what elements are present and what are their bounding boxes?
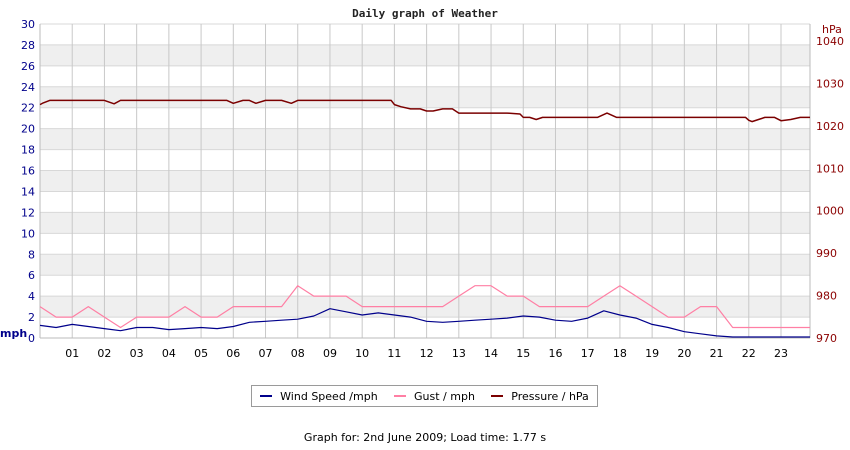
x-tick-label: 23 [774, 347, 788, 360]
right-tick-label: 1000 [816, 205, 844, 218]
left-tick-label: 12 [21, 206, 35, 219]
x-tick-label: 14 [484, 347, 498, 360]
left-tick-label: 0 [28, 332, 35, 345]
legend-label-pressure: Pressure / hPa [511, 389, 589, 403]
x-tick-label: 02 [97, 347, 111, 360]
left-tick-label: 4 [28, 290, 35, 303]
series-wind-speed [39, 308, 810, 338]
x-tick-label: 09 [323, 347, 337, 360]
right-tick-label: 1040 [816, 35, 844, 48]
x-tick-label: 06 [226, 347, 240, 360]
grid-band [40, 254, 810, 276]
left-tick-label: 10 [21, 227, 35, 240]
left-tick-label: 2 [28, 311, 35, 324]
graph-footer: Graph for: 2nd June 2009; Load time: 1.7… [303, 431, 547, 444]
x-tick-label: 04 [162, 347, 176, 360]
right-axis-ticks: 970 980 990 1000 1010 1020 1030 1040 [816, 35, 844, 345]
chart-title: Daily graph of Weather [352, 7, 498, 20]
legend-label-gust: Gust / mph [414, 389, 475, 403]
left-tick-label: 6 [28, 269, 35, 282]
legend-item-wind-speed: Wind Speed /mph [260, 390, 378, 403]
right-tick-label: 980 [816, 290, 837, 303]
x-tick-label: 05 [194, 347, 208, 360]
left-tick-label: 22 [21, 102, 35, 115]
grid-band [40, 44, 810, 66]
x-tick-label: 08 [291, 347, 305, 360]
x-tick-label: 17 [581, 347, 595, 360]
x-tick-label: 01 [65, 347, 79, 360]
series-line [39, 308, 810, 338]
x-tick-label: 11 [387, 347, 401, 360]
x-tick-label: 12 [420, 347, 434, 360]
grid-band [40, 128, 810, 150]
grid-band [40, 24, 810, 45]
series-pressure [39, 99, 810, 123]
series-line [39, 99, 810, 123]
grid-band [40, 65, 810, 87]
grid-band [40, 86, 810, 108]
x-axis-ticks: 01 02 03 04 05 06 07 08 09 10 11 12 13 14 15 16 17 18 19 20… [65, 347, 788, 360]
left-tick-label: 28 [21, 39, 35, 52]
left-tick-label: 16 [21, 165, 35, 178]
left-tick-label: 20 [21, 123, 35, 136]
right-tick-label: 1030 [816, 77, 844, 90]
series-line [39, 285, 810, 329]
grid-band [40, 275, 810, 297]
left-tick-label: 18 [21, 144, 35, 157]
left-axis-unit: mph [0, 327, 27, 340]
x-tick-label: 07 [259, 347, 273, 360]
legend-item-pressure: Pressure / hPa [491, 390, 589, 403]
grid-band [40, 233, 810, 255]
left-tick-label: 26 [21, 60, 35, 73]
x-tick-label: 10 [355, 347, 369, 360]
x-tick-label: 16 [548, 347, 562, 360]
legend-swatch-pressure [491, 395, 504, 397]
legend-label-wind-speed: Wind Speed /mph [280, 389, 378, 403]
legend-swatch-wind-speed [260, 395, 273, 397]
grid-band [40, 212, 810, 234]
grid-band [40, 170, 810, 192]
grid-band [40, 317, 810, 338]
x-tick-label: 20 [677, 347, 691, 360]
x-tick-label: 13 [452, 347, 466, 360]
legend-item-gust: Gust / mph [394, 390, 475, 403]
right-tick-label: 1010 [816, 162, 844, 175]
grid-band [40, 191, 810, 213]
right-tick-label: 1020 [816, 120, 844, 133]
right-tick-label: 990 [816, 247, 837, 260]
left-tick-label: 30 [21, 18, 35, 31]
x-tick-label: 19 [645, 347, 659, 360]
left-tick-label: 14 [21, 185, 35, 198]
x-tick-label: 18 [613, 347, 627, 360]
series-gust [39, 285, 810, 329]
left-tick-label: 8 [28, 248, 35, 261]
legend-swatch-gust [394, 395, 407, 397]
right-axis-unit: hPa [822, 23, 842, 36]
x-tick-label: 22 [742, 347, 756, 360]
left-tick-label: 24 [21, 81, 35, 94]
x-tick-label: 03 [130, 347, 144, 360]
legend: Wind Speed /mph Gust / mph Pressure / hP… [251, 385, 598, 407]
x-tick-label: 15 [516, 347, 530, 360]
grid-band [40, 107, 810, 129]
grid-band [40, 149, 810, 171]
x-tick-label: 21 [710, 347, 724, 360]
grid-bands [40, 23, 810, 339]
right-tick-label: 970 [816, 332, 837, 345]
